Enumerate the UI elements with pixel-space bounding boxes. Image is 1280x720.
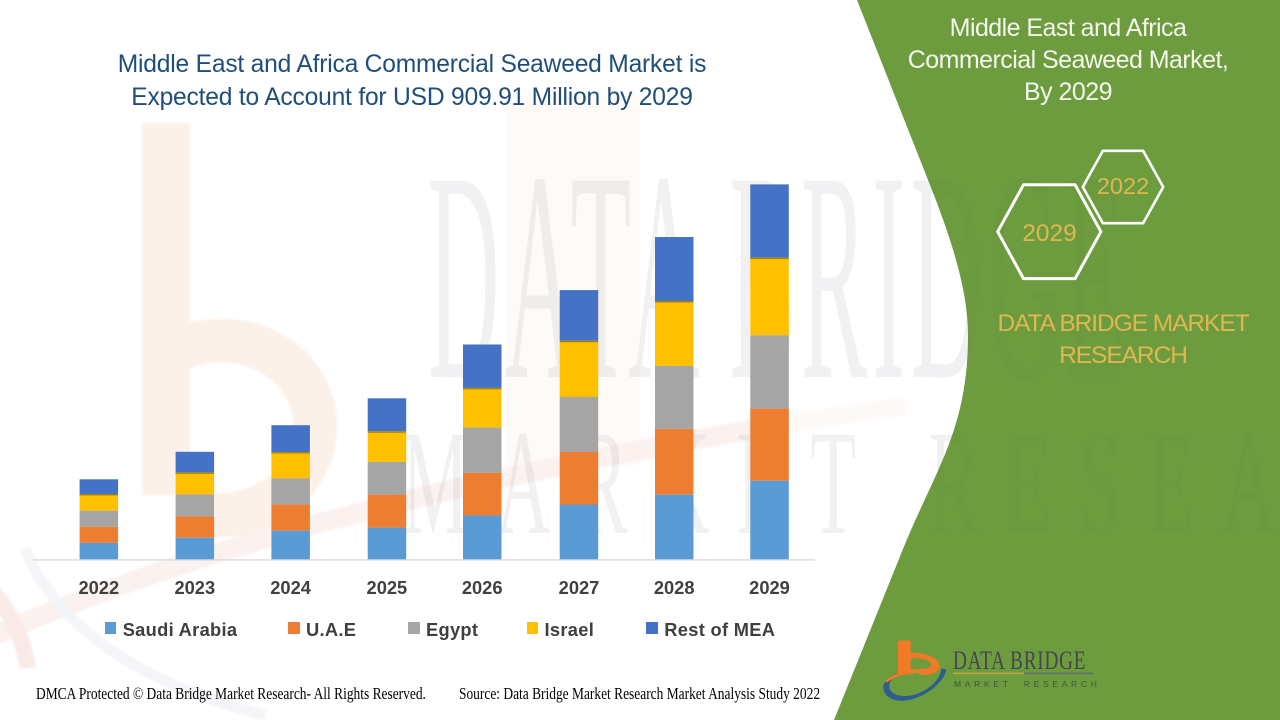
svg-text:MARKET RESEARCH: MARKET RESEARCH (954, 679, 1101, 689)
svg-text:DATA BRIDGE: DATA BRIDGE (953, 646, 1086, 674)
